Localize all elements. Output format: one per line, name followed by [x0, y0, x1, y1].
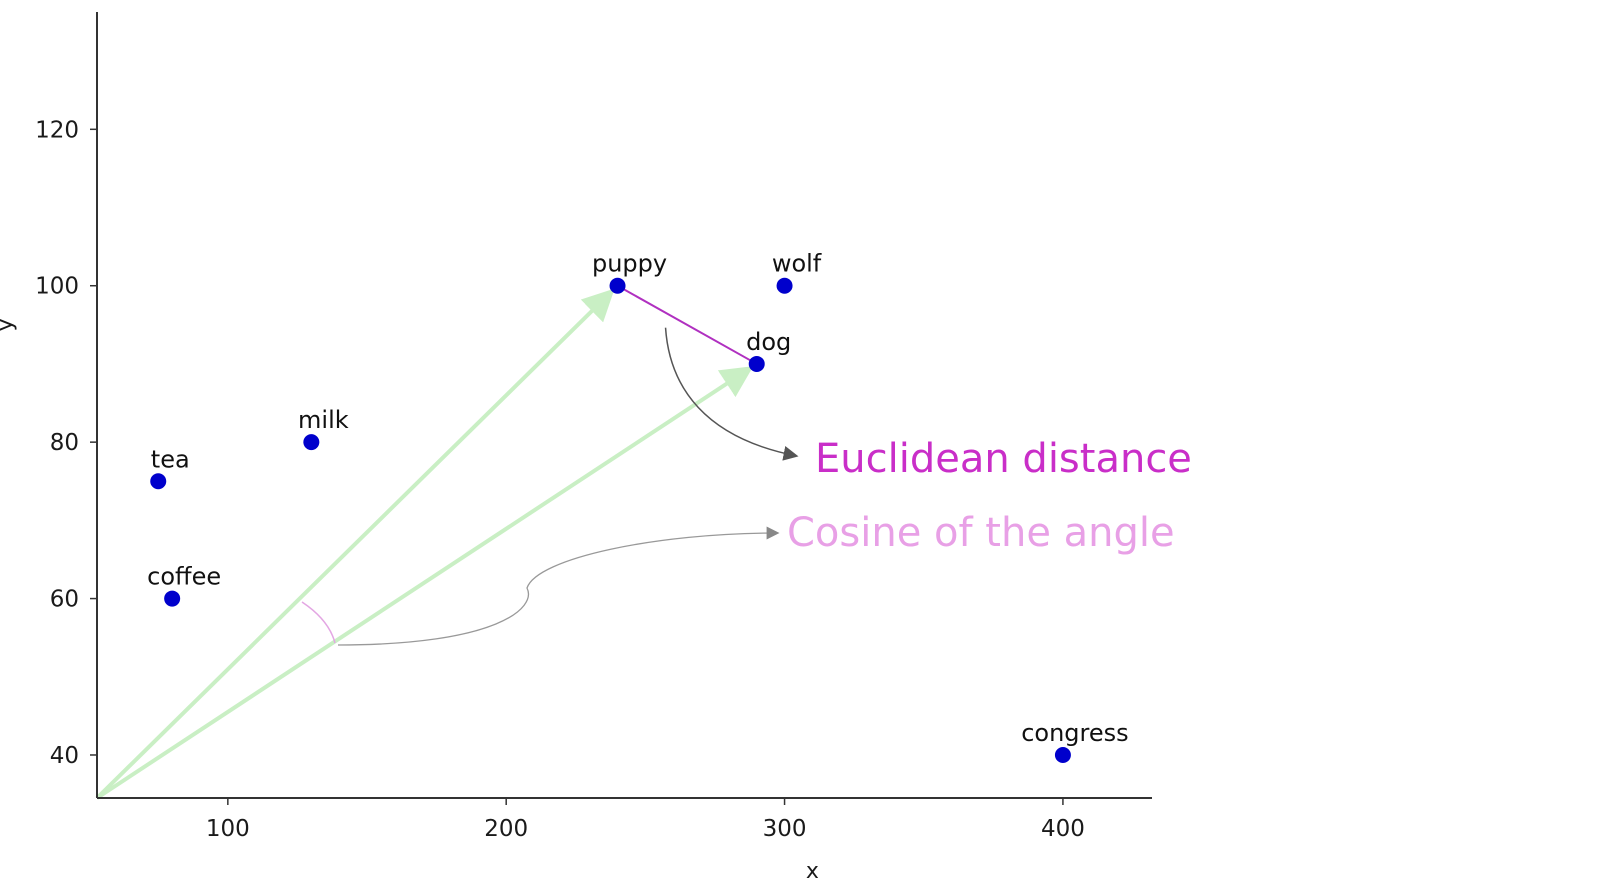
y-axis-title: y: [0, 318, 18, 331]
euclidean-arrow: [664, 327, 799, 461]
point-congress: [1054, 746, 1071, 763]
axes: [96, 12, 1152, 799]
vector-arrow-dog: [95, 366, 754, 800]
x-tick-label: 400: [1041, 816, 1085, 842]
vectors-layer: [95, 284, 758, 800]
point-puppy: [609, 277, 626, 294]
x-tick-label: 300: [763, 816, 807, 842]
point-milk: [303, 434, 320, 451]
point-coffee: [164, 590, 181, 607]
vector-arrow-puppy: [95, 288, 615, 800]
euclidean-distance-line: [617, 284, 758, 365]
point-label-wolf: wolf: [772, 250, 822, 278]
angle-arc: [301, 601, 336, 644]
y-tick-label: 120: [35, 117, 79, 143]
x-tick-label: 200: [484, 816, 528, 842]
x-axis-title: x: [806, 859, 819, 884]
point-label-milk: milk: [298, 406, 349, 434]
point-label-tea: tea: [151, 445, 190, 473]
annotations-layer: Euclidean distance Cosine of the angle: [301, 327, 1192, 646]
cosine-angle-annotation: Cosine of the angle: [787, 510, 1175, 556]
points-layer: puppy wolf dog milk tea coffee congress: [147, 250, 1129, 763]
y-tick-label: 100: [35, 274, 79, 300]
y-tick-label: 80: [50, 430, 79, 456]
point-label-congress: congress: [1021, 719, 1128, 747]
point-wolf: [776, 277, 793, 294]
point-tea: [150, 473, 167, 490]
euclidean-distance-annotation: Euclidean distance: [815, 436, 1192, 482]
y-tick-label: 60: [50, 587, 79, 613]
point-label-dog: dog: [746, 328, 791, 356]
point-label-coffee: coffee: [147, 563, 221, 591]
ticks-layer: 100 200 300 400 40 60 80 100 120: [35, 117, 1085, 842]
point-label-puppy: puppy: [592, 250, 667, 278]
cosine-arrow: [337, 526, 780, 646]
point-dog: [748, 355, 765, 372]
y-tick-label: 40: [50, 743, 79, 769]
x-tick-label: 100: [206, 816, 250, 842]
